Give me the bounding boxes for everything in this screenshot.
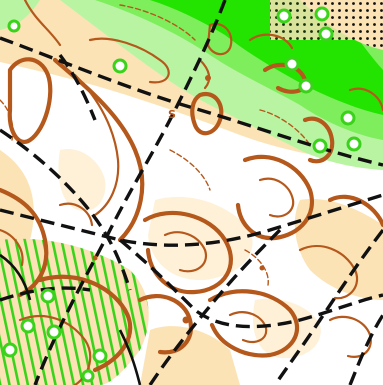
marker-ring xyxy=(81,369,95,383)
marker-ring xyxy=(40,288,56,304)
marker-ring xyxy=(312,138,328,154)
marker-ring xyxy=(92,348,108,364)
green-ring-markers xyxy=(2,6,362,383)
point-features xyxy=(92,75,265,324)
marker-ring xyxy=(314,6,330,22)
marker-ring xyxy=(46,324,62,340)
marker-ring xyxy=(112,58,128,74)
marker-ring xyxy=(284,56,300,72)
feature-label: S xyxy=(168,108,176,121)
marker-ring xyxy=(346,136,362,152)
marker-ring xyxy=(340,110,356,126)
undergrowth-stripes xyxy=(0,238,149,385)
marker-ring xyxy=(298,78,314,94)
marker-ring xyxy=(318,26,334,42)
marker-ring xyxy=(276,8,292,24)
marker-ring xyxy=(7,19,21,33)
marker-ring xyxy=(2,342,18,358)
marker-ring xyxy=(20,318,36,334)
